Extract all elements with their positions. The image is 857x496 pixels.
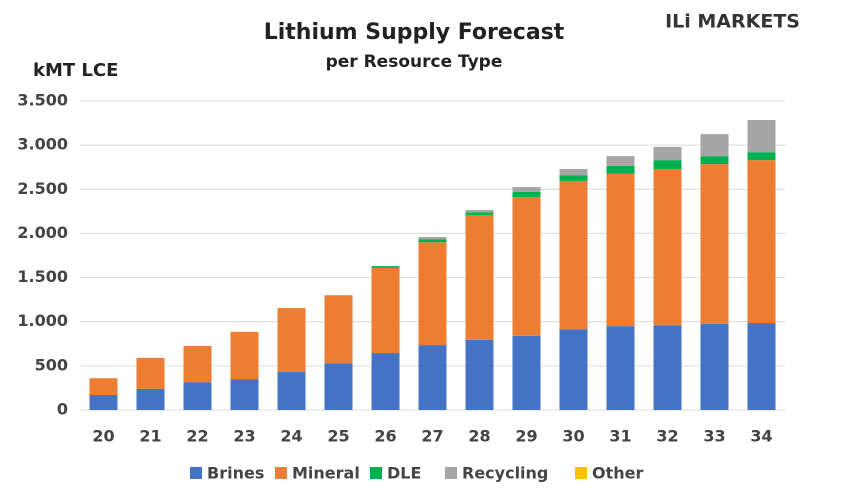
y-tick-label: 3.000 bbox=[17, 135, 68, 154]
bar-segment bbox=[606, 326, 635, 410]
y-tick-label: 2.000 bbox=[17, 223, 68, 242]
bar-segment bbox=[136, 388, 165, 410]
bar-segment bbox=[512, 197, 541, 336]
x-tick-label: 21 bbox=[139, 427, 161, 446]
bar-segment bbox=[700, 134, 729, 157]
bar-segment bbox=[512, 191, 541, 198]
bar-segment bbox=[559, 329, 588, 410]
y-tick-label: 500 bbox=[35, 355, 68, 374]
bar-segment bbox=[747, 160, 776, 324]
legend-swatch bbox=[370, 467, 382, 479]
y-tick-label: 1.000 bbox=[17, 311, 68, 330]
bar-segment bbox=[512, 335, 541, 410]
bar-segment bbox=[230, 379, 259, 410]
bar-segment bbox=[418, 236, 447, 240]
x-tick-label: 31 bbox=[609, 427, 631, 446]
x-tick-label: 27 bbox=[421, 427, 443, 446]
y-tick-label: 0 bbox=[57, 400, 68, 419]
x-tick-label: 30 bbox=[562, 427, 584, 446]
legend-label: Other bbox=[592, 464, 643, 483]
chart-title: Lithium Supply Forecast bbox=[264, 20, 565, 45]
legend-label: Recycling bbox=[462, 464, 548, 483]
bar-segment bbox=[89, 378, 118, 395]
bar-segment bbox=[418, 345, 447, 410]
bar-segment bbox=[606, 165, 635, 174]
bar-segment bbox=[606, 173, 635, 327]
bar-segment bbox=[559, 175, 588, 181]
bar-segment bbox=[277, 372, 306, 410]
bar-segment bbox=[371, 353, 400, 410]
bar-segment bbox=[418, 242, 447, 346]
y-tick-label: 1.500 bbox=[17, 267, 68, 286]
legend-label: Mineral bbox=[292, 464, 360, 483]
bar-segment bbox=[559, 168, 588, 176]
bar-segment bbox=[747, 119, 776, 153]
bar-segment bbox=[183, 345, 212, 383]
bar-segment bbox=[465, 210, 494, 213]
bar-segment bbox=[230, 331, 259, 380]
bar-segment bbox=[700, 164, 729, 324]
bar-segment bbox=[700, 323, 729, 410]
bar-segment bbox=[465, 214, 494, 340]
x-tick-label: 28 bbox=[468, 427, 490, 446]
bar-segment bbox=[183, 382, 212, 410]
bar-segment bbox=[512, 187, 541, 192]
legend-label: Brines bbox=[207, 464, 264, 483]
bar-segment bbox=[653, 168, 682, 326]
legend-swatch bbox=[445, 467, 457, 479]
legend-swatch bbox=[575, 467, 587, 479]
x-tick-label: 26 bbox=[374, 427, 396, 446]
legend-label: DLE bbox=[387, 464, 421, 483]
x-tick-label: 25 bbox=[327, 427, 349, 446]
bar-segment bbox=[324, 295, 353, 364]
bar-segment bbox=[277, 308, 306, 373]
logo: ILi MARKETS bbox=[665, 11, 800, 33]
bar-segment bbox=[559, 180, 588, 330]
bar-segment bbox=[89, 394, 118, 410]
bar-segment bbox=[465, 212, 494, 215]
legend-swatch bbox=[275, 467, 287, 479]
bar-segment bbox=[324, 363, 353, 410]
bar-segment bbox=[136, 357, 165, 389]
x-tick-label: 22 bbox=[186, 427, 208, 446]
chart-subtitle: per Resource Type bbox=[326, 52, 503, 72]
bar-segment bbox=[747, 152, 776, 161]
y-tick-label: 3.500 bbox=[17, 91, 68, 110]
bar-segment bbox=[418, 239, 447, 243]
legend-swatch bbox=[190, 467, 202, 479]
x-tick-label: 20 bbox=[92, 427, 114, 446]
bar-segment bbox=[653, 146, 682, 161]
x-tick-label: 33 bbox=[703, 427, 725, 446]
bar-segment bbox=[371, 267, 400, 354]
bar-segment bbox=[465, 339, 494, 410]
bar-segment bbox=[747, 323, 776, 410]
y-tick-label: 2.500 bbox=[17, 179, 68, 198]
bar-segment bbox=[653, 160, 682, 169]
x-tick-label: 29 bbox=[515, 427, 537, 446]
bar-segment bbox=[606, 156, 635, 166]
bar-segment bbox=[700, 156, 729, 165]
x-tick-label: 23 bbox=[233, 427, 255, 446]
y-axis-label: kMT LCE bbox=[33, 60, 118, 81]
bar-segment bbox=[653, 325, 682, 410]
x-tick-label: 24 bbox=[280, 427, 302, 446]
bar-segment bbox=[371, 266, 400, 268]
x-tick-label: 34 bbox=[750, 427, 772, 446]
x-tick-label: 32 bbox=[656, 427, 678, 446]
